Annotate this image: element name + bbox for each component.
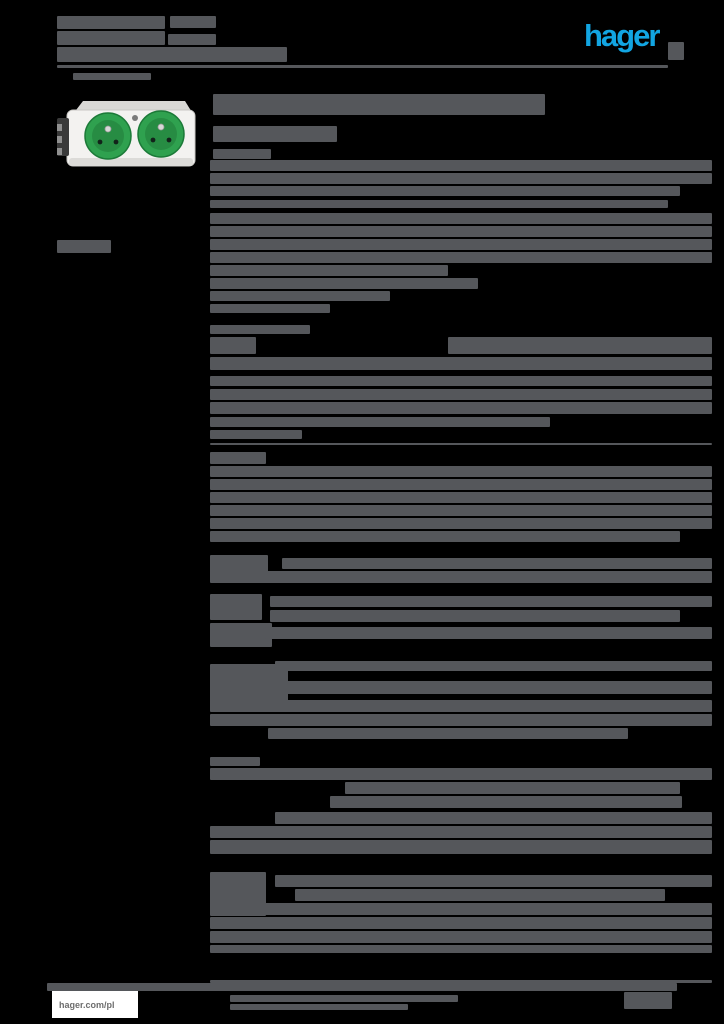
redacted-text-block	[210, 518, 712, 529]
redacted-text-block	[210, 917, 712, 929]
redacted-text-block	[230, 1004, 408, 1010]
redacted-text-block	[210, 357, 712, 370]
redacted-text-block	[265, 627, 712, 639]
socket-hole	[113, 139, 119, 145]
redacted-text-block	[210, 325, 310, 334]
redacted-text-block	[230, 995, 458, 1002]
redacted-text-block	[213, 94, 545, 115]
redacted-text-block	[210, 505, 712, 516]
redacted-text-block	[270, 610, 680, 622]
redacted-text-block	[210, 903, 712, 915]
earth-pin	[157, 123, 165, 131]
redacted-text-block	[210, 402, 712, 414]
redacted-text-block	[210, 452, 266, 464]
redacted-text-block	[210, 945, 712, 953]
redacted-text-block	[210, 492, 712, 503]
footer-website-box: hager.com/pl	[52, 991, 138, 1018]
socket-hole	[150, 137, 156, 143]
redacted-text-block	[57, 16, 165, 29]
redacted-text-block	[210, 265, 448, 276]
hager-logo: hager	[584, 18, 660, 53]
redacted-text-block	[230, 681, 712, 694]
socket-hole	[97, 139, 103, 145]
connector-contact	[57, 148, 62, 155]
redacted-text-block	[210, 226, 712, 237]
redacted-text-block	[210, 443, 712, 445]
screw	[132, 115, 138, 121]
redacted-text-block	[210, 200, 668, 208]
redacted-text-block	[57, 65, 668, 68]
redacted-text-block	[170, 16, 216, 28]
redacted-text-block	[213, 126, 337, 142]
redacted-text-block	[270, 596, 712, 607]
redacted-text-block	[210, 840, 712, 854]
redacted-text-block	[210, 623, 272, 647]
redacted-text-block	[345, 782, 680, 794]
redacted-text-block	[210, 757, 260, 766]
redacted-text-block	[268, 728, 628, 739]
product-body-bottom	[69, 158, 193, 166]
redacted-text-block	[210, 239, 712, 250]
redacted-text-block	[210, 980, 712, 983]
redacted-text-block	[210, 700, 712, 712]
redacted-text-block	[275, 875, 712, 887]
redacted-text-block	[210, 931, 712, 943]
redacted-text-block	[275, 812, 712, 824]
redacted-text-block	[57, 31, 165, 45]
redacted-text-block	[210, 466, 712, 477]
redacted-text-block	[275, 661, 712, 671]
redacted-text-block	[210, 417, 550, 427]
redacted-text-block	[210, 337, 256, 354]
redacted-text-block	[668, 42, 684, 60]
redacted-text-block	[73, 73, 151, 80]
redacted-text-block	[210, 389, 712, 400]
redacted-text-block	[210, 213, 712, 224]
redacted-text-block	[210, 160, 712, 171]
redacted-text-block	[213, 149, 271, 159]
connector-contact	[57, 124, 62, 131]
redacted-text-block	[210, 430, 302, 439]
redacted-text-block	[210, 376, 712, 386]
redacted-text-block	[210, 304, 330, 313]
redacted-text-block	[210, 826, 712, 838]
redacted-text-block	[47, 983, 677, 991]
redacted-text-block	[448, 337, 712, 354]
redacted-text-block	[210, 291, 390, 301]
redacted-text-block	[210, 714, 712, 726]
socket-right	[137, 110, 185, 158]
product-image	[57, 101, 196, 167]
redacted-text-block	[57, 47, 287, 62]
redacted-text-block	[210, 594, 262, 620]
redacted-text-block	[57, 240, 111, 253]
redacted-text-block	[210, 173, 712, 184]
footer-website-link[interactable]: hager.com/pl	[59, 999, 115, 1010]
redacted-text-block	[624, 992, 672, 1009]
redacted-text-block	[210, 531, 680, 542]
redacted-text-block	[210, 768, 712, 780]
redacted-text-block	[295, 889, 665, 901]
socket-left	[84, 112, 132, 160]
socket-hole	[166, 137, 172, 143]
earth-pin	[104, 125, 112, 133]
redacted-text-block	[210, 571, 712, 583]
redacted-text-block	[210, 479, 712, 490]
connector-contact	[57, 136, 62, 143]
redacted-text-block	[210, 278, 478, 289]
redacted-text-block	[168, 34, 216, 45]
redacted-text-block	[210, 186, 680, 196]
redacted-text-block	[282, 558, 712, 569]
redacted-text-block	[210, 252, 712, 263]
redacted-text-block	[330, 796, 682, 808]
